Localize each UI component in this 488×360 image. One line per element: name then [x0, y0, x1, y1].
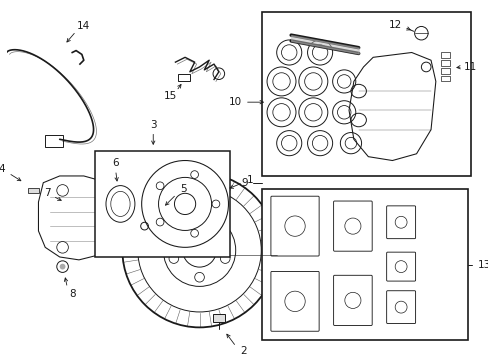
Bar	[178, 74, 189, 81]
Text: 6: 6	[112, 158, 119, 168]
Bar	[28, 188, 40, 193]
Bar	[262, 189, 467, 340]
Bar	[440, 76, 449, 81]
Bar	[440, 60, 449, 66]
Text: 4: 4	[0, 164, 5, 174]
Text: 8: 8	[69, 289, 75, 299]
Text: 7: 7	[44, 188, 50, 198]
Bar	[440, 68, 449, 74]
Text: 15: 15	[163, 91, 177, 101]
Text: 12: 12	[388, 21, 401, 31]
Text: 13: 13	[476, 260, 488, 270]
Circle shape	[60, 264, 65, 270]
Text: 10: 10	[228, 97, 241, 107]
Text: 9: 9	[241, 178, 248, 188]
Bar	[440, 53, 449, 58]
Text: 2: 2	[240, 346, 247, 356]
Text: 3: 3	[150, 120, 156, 130]
Text: 5: 5	[180, 184, 186, 194]
Text: 14: 14	[77, 22, 90, 31]
Bar	[45, 135, 62, 147]
Text: 1: 1	[246, 175, 252, 185]
Bar	[95, 151, 230, 257]
Bar	[213, 314, 224, 321]
Bar	[262, 12, 469, 176]
Text: 11: 11	[463, 62, 476, 72]
